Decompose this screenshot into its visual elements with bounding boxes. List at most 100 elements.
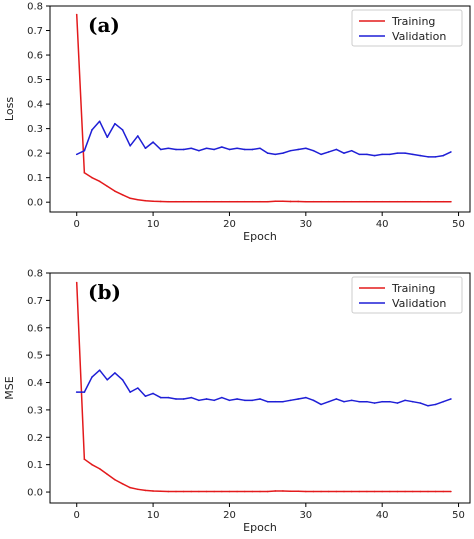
data-point-validation	[144, 395, 147, 398]
data-point-training	[320, 200, 322, 203]
data-point-training	[167, 200, 170, 203]
data-point-validation	[75, 391, 78, 393]
data-point-validation	[167, 396, 170, 399]
data-point-training	[121, 194, 124, 196]
data-point-training	[305, 490, 307, 493]
data-point-training	[274, 200, 277, 203]
data-point-validation	[312, 399, 315, 402]
data-point-validation	[190, 147, 193, 150]
y-axis-label: Loss	[3, 97, 16, 121]
data-point-validation	[98, 369, 101, 372]
x-axis-label: Epoch	[243, 521, 277, 534]
data-point-training	[137, 488, 139, 491]
data-point-validation	[434, 156, 437, 158]
data-point-training	[289, 200, 292, 203]
data-point-training	[358, 200, 361, 203]
data-point-training	[366, 490, 368, 493]
data-point-validation	[366, 153, 368, 156]
data-point-training	[182, 200, 185, 203]
data-point-training	[327, 200, 330, 203]
data-point-training	[419, 490, 422, 493]
data-point-validation	[297, 148, 299, 151]
data-point-training	[75, 281, 78, 284]
data-point-validation	[152, 141, 154, 143]
y-tick-label: 0.7	[27, 26, 43, 37]
data-point-validation	[106, 136, 109, 139]
chart-panel-a: 0.0 0.1 0.2 0.3 0.4 0.5 0.6 0.7 0.8 0 10 20 30 40 50 Ep…	[3, 2, 471, 243]
data-point-training	[404, 200, 406, 203]
data-point-validation	[137, 135, 139, 137]
data-point-training	[312, 490, 315, 493]
y-tick-label: 0.6	[27, 51, 43, 62]
data-point-validation	[83, 391, 86, 393]
series-line-training	[75, 14, 451, 203]
data-point-validation	[450, 151, 452, 153]
data-point-validation	[190, 396, 193, 399]
y-tick-label: 0.4	[27, 378, 43, 389]
data-point-validation	[389, 400, 391, 403]
data-point-training	[450, 490, 452, 493]
y-tick-label: 0.2	[27, 149, 43, 160]
chart-panel-b: 0.0 0.1 0.2 0.3 0.4 0.5 0.6 0.7 0.8 0 10 20 30 40 50 Ep…	[3, 269, 471, 534]
data-point-validation	[419, 402, 422, 404]
x-tick-label: 20	[223, 510, 236, 521]
data-point-validation	[327, 151, 330, 153]
data-point-training	[381, 200, 383, 203]
y-tick-label: 0.2	[27, 433, 43, 444]
data-point-validation	[205, 147, 208, 150]
data-point-training	[75, 13, 78, 16]
data-point-training	[251, 490, 254, 493]
data-point-validation	[411, 153, 414, 156]
data-point-validation	[366, 400, 368, 403]
data-point-training	[266, 200, 269, 203]
y-tick-label: 0.3	[27, 405, 43, 416]
data-point-validation	[159, 396, 162, 399]
data-point-training	[259, 200, 261, 203]
data-point-training	[198, 490, 200, 493]
data-point-validation	[175, 148, 177, 151]
plot-frame	[49, 272, 471, 504]
data-point-training	[297, 490, 299, 493]
data-point-training	[266, 490, 269, 493]
data-point-validation	[381, 153, 383, 156]
data-point-training	[396, 490, 399, 493]
y-tick-label: 0.1	[27, 173, 43, 184]
x-tick-label: 0	[74, 510, 80, 521]
data-point-validation	[404, 152, 406, 154]
data-point-validation	[320, 403, 322, 406]
data-point-training	[366, 200, 368, 203]
data-point-training	[205, 490, 208, 493]
data-point-validation	[221, 396, 223, 399]
data-point-training	[198, 200, 200, 203]
data-point-validation	[343, 152, 345, 154]
plot-frame	[49, 5, 471, 213]
data-point-validation	[282, 400, 284, 403]
data-point-validation	[312, 149, 315, 152]
data-point-validation	[373, 154, 376, 157]
data-point-training	[434, 200, 437, 203]
legend: Training Validation	[351, 276, 463, 314]
data-point-validation	[411, 400, 414, 403]
data-point-training	[129, 197, 131, 200]
data-point-validation	[182, 398, 185, 400]
data-point-validation	[167, 147, 170, 150]
data-point-training	[98, 180, 101, 183]
data-point-validation	[289, 399, 292, 402]
data-point-validation	[427, 404, 429, 407]
data-point-validation	[236, 147, 238, 150]
series-line-training	[75, 282, 451, 493]
data-point-validation	[305, 396, 307, 399]
data-point-training	[228, 200, 231, 203]
x-tick-label: 40	[376, 219, 389, 230]
data-point-training	[411, 200, 414, 203]
data-point-validation	[106, 378, 109, 381]
data-point-training	[450, 200, 452, 203]
data-point-validation	[259, 398, 261, 400]
data-point-validation	[243, 148, 246, 151]
data-point-training	[305, 200, 307, 203]
data-point-training	[327, 490, 330, 493]
data-point-validation	[305, 147, 307, 150]
data-point-training	[98, 467, 101, 470]
data-point-validation	[152, 392, 154, 395]
data-point-validation	[335, 148, 338, 151]
